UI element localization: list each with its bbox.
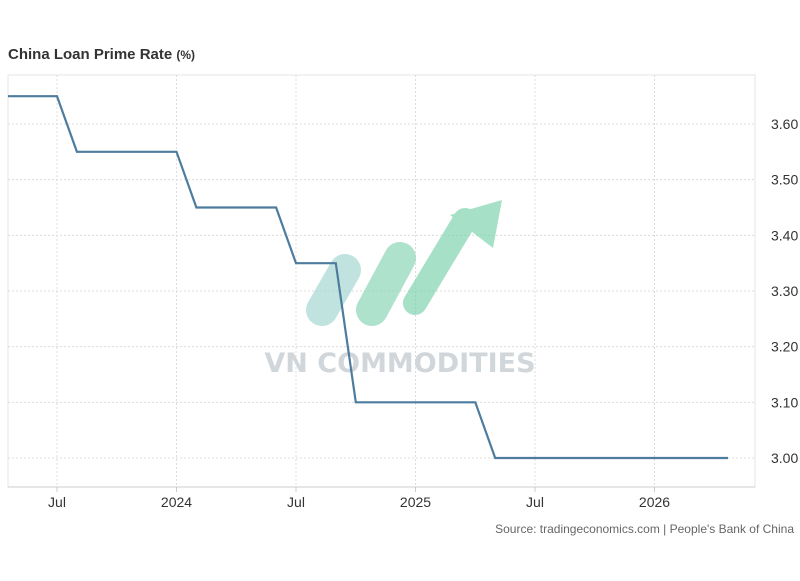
watermark-text: VN COMMODITIES <box>264 348 535 379</box>
x-tick-label: Jul <box>526 494 544 510</box>
chart-title-unit: (%) <box>176 48 196 62</box>
y-tick-label: 3.60 <box>771 116 798 132</box>
y-tick-label: 3.10 <box>771 394 798 410</box>
watermark-logo-icon <box>306 200 502 326</box>
y-tick-label: 3.40 <box>771 227 798 243</box>
series-line <box>8 95 728 460</box>
x-tick-label: Jul <box>287 494 305 510</box>
x-tick-label: 2024 <box>161 494 192 510</box>
axes: 3.00 3.10 3.20 3.30 3.40 3.50 3.60 Jul 2024 Jul 20… <box>8 116 798 510</box>
x-tick-label: Jul <box>48 494 66 510</box>
x-tick-label: 2026 <box>639 494 670 510</box>
y-tick-label: 3.30 <box>771 283 798 299</box>
source-text: Source: tradingeconomics.com | People's … <box>495 522 794 536</box>
y-tick-label: 3.00 <box>771 450 798 466</box>
chart-title: China Loan Prime Rate (%) <box>8 46 195 63</box>
y-tick-label: 3.20 <box>771 339 798 355</box>
series-line-path <box>8 95 728 460</box>
y-tick-label: 3.50 <box>771 172 798 188</box>
x-tick-label: 2025 <box>400 494 431 510</box>
watermark: VN COMMODITIES <box>264 200 536 379</box>
chart-title-text: China Loan Prime Rate <box>8 46 173 63</box>
